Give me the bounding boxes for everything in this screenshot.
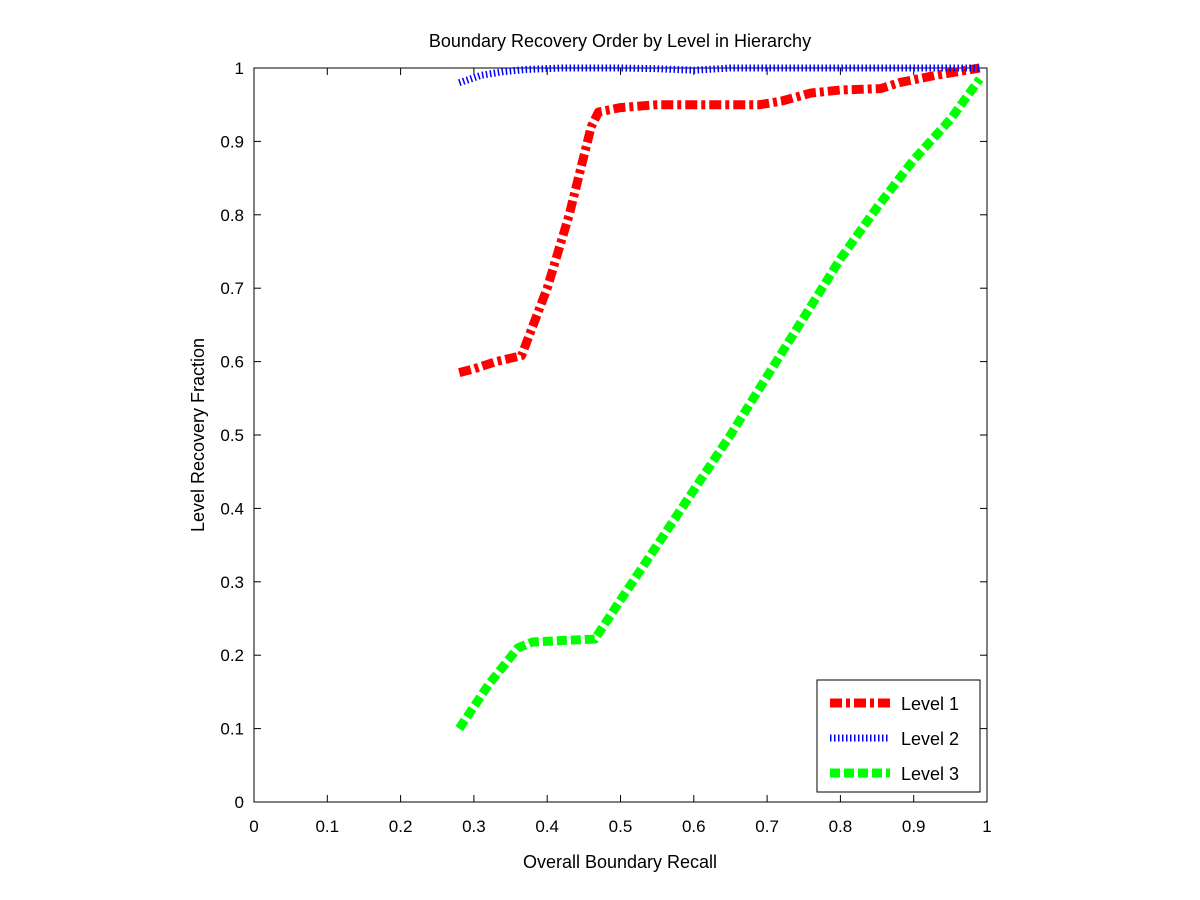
series-line-2	[458, 64, 980, 87]
y-tick-label: 0.1	[220, 720, 244, 739]
y-tick-label: 0.8	[220, 206, 244, 225]
x-tick-label: 0.2	[389, 817, 413, 836]
x-tick-label: 0.7	[755, 817, 779, 836]
x-tick-label: 0.9	[902, 817, 926, 836]
y-tick-label: 0.7	[220, 279, 244, 298]
x-tick-label: 1	[982, 817, 991, 836]
chart-title: Boundary Recovery Order by Level in Hier…	[429, 31, 811, 51]
y-tick-label: 0.9	[220, 132, 244, 151]
legend: Level 1 Level 2 Level 3	[816, 679, 981, 793]
legend-label-1: Level 1	[901, 694, 959, 714]
x-axis-label: Overall Boundary Recall	[523, 852, 717, 872]
x-tick-label: 0.6	[682, 817, 706, 836]
y-tick-label: 0.2	[220, 646, 244, 665]
axis-ticks: 0 0.1 0.2 0.3 0.4 0.5 0.6 0.7 0.8 0.9 1 0 0.1 0.2 0.3 0…	[220, 59, 991, 836]
y-axis-label: Level Recovery Fraction	[188, 338, 208, 532]
y-tick-label: 0.5	[220, 426, 244, 445]
x-tick-label: 0.1	[315, 817, 339, 836]
y-tick-label: 0	[235, 793, 244, 812]
x-tick-label: 0.5	[609, 817, 633, 836]
y-tick-label: 0.4	[220, 499, 244, 518]
y-tick-label: 0.6	[220, 353, 244, 372]
series-line-1	[458, 63, 981, 377]
series-layer	[455, 63, 984, 732]
x-tick-label: 0	[249, 817, 258, 836]
y-tick-label: 0.3	[220, 573, 244, 592]
x-tick-label: 0.4	[535, 817, 559, 836]
y-tick-label: 1	[235, 59, 244, 78]
legend-label-2: Level 2	[901, 729, 959, 749]
x-tick-label: 0.3	[462, 817, 486, 836]
x-tick-label: 0.8	[829, 817, 853, 836]
series-line-3	[455, 76, 984, 732]
legend-label-3: Level 3	[901, 764, 959, 784]
